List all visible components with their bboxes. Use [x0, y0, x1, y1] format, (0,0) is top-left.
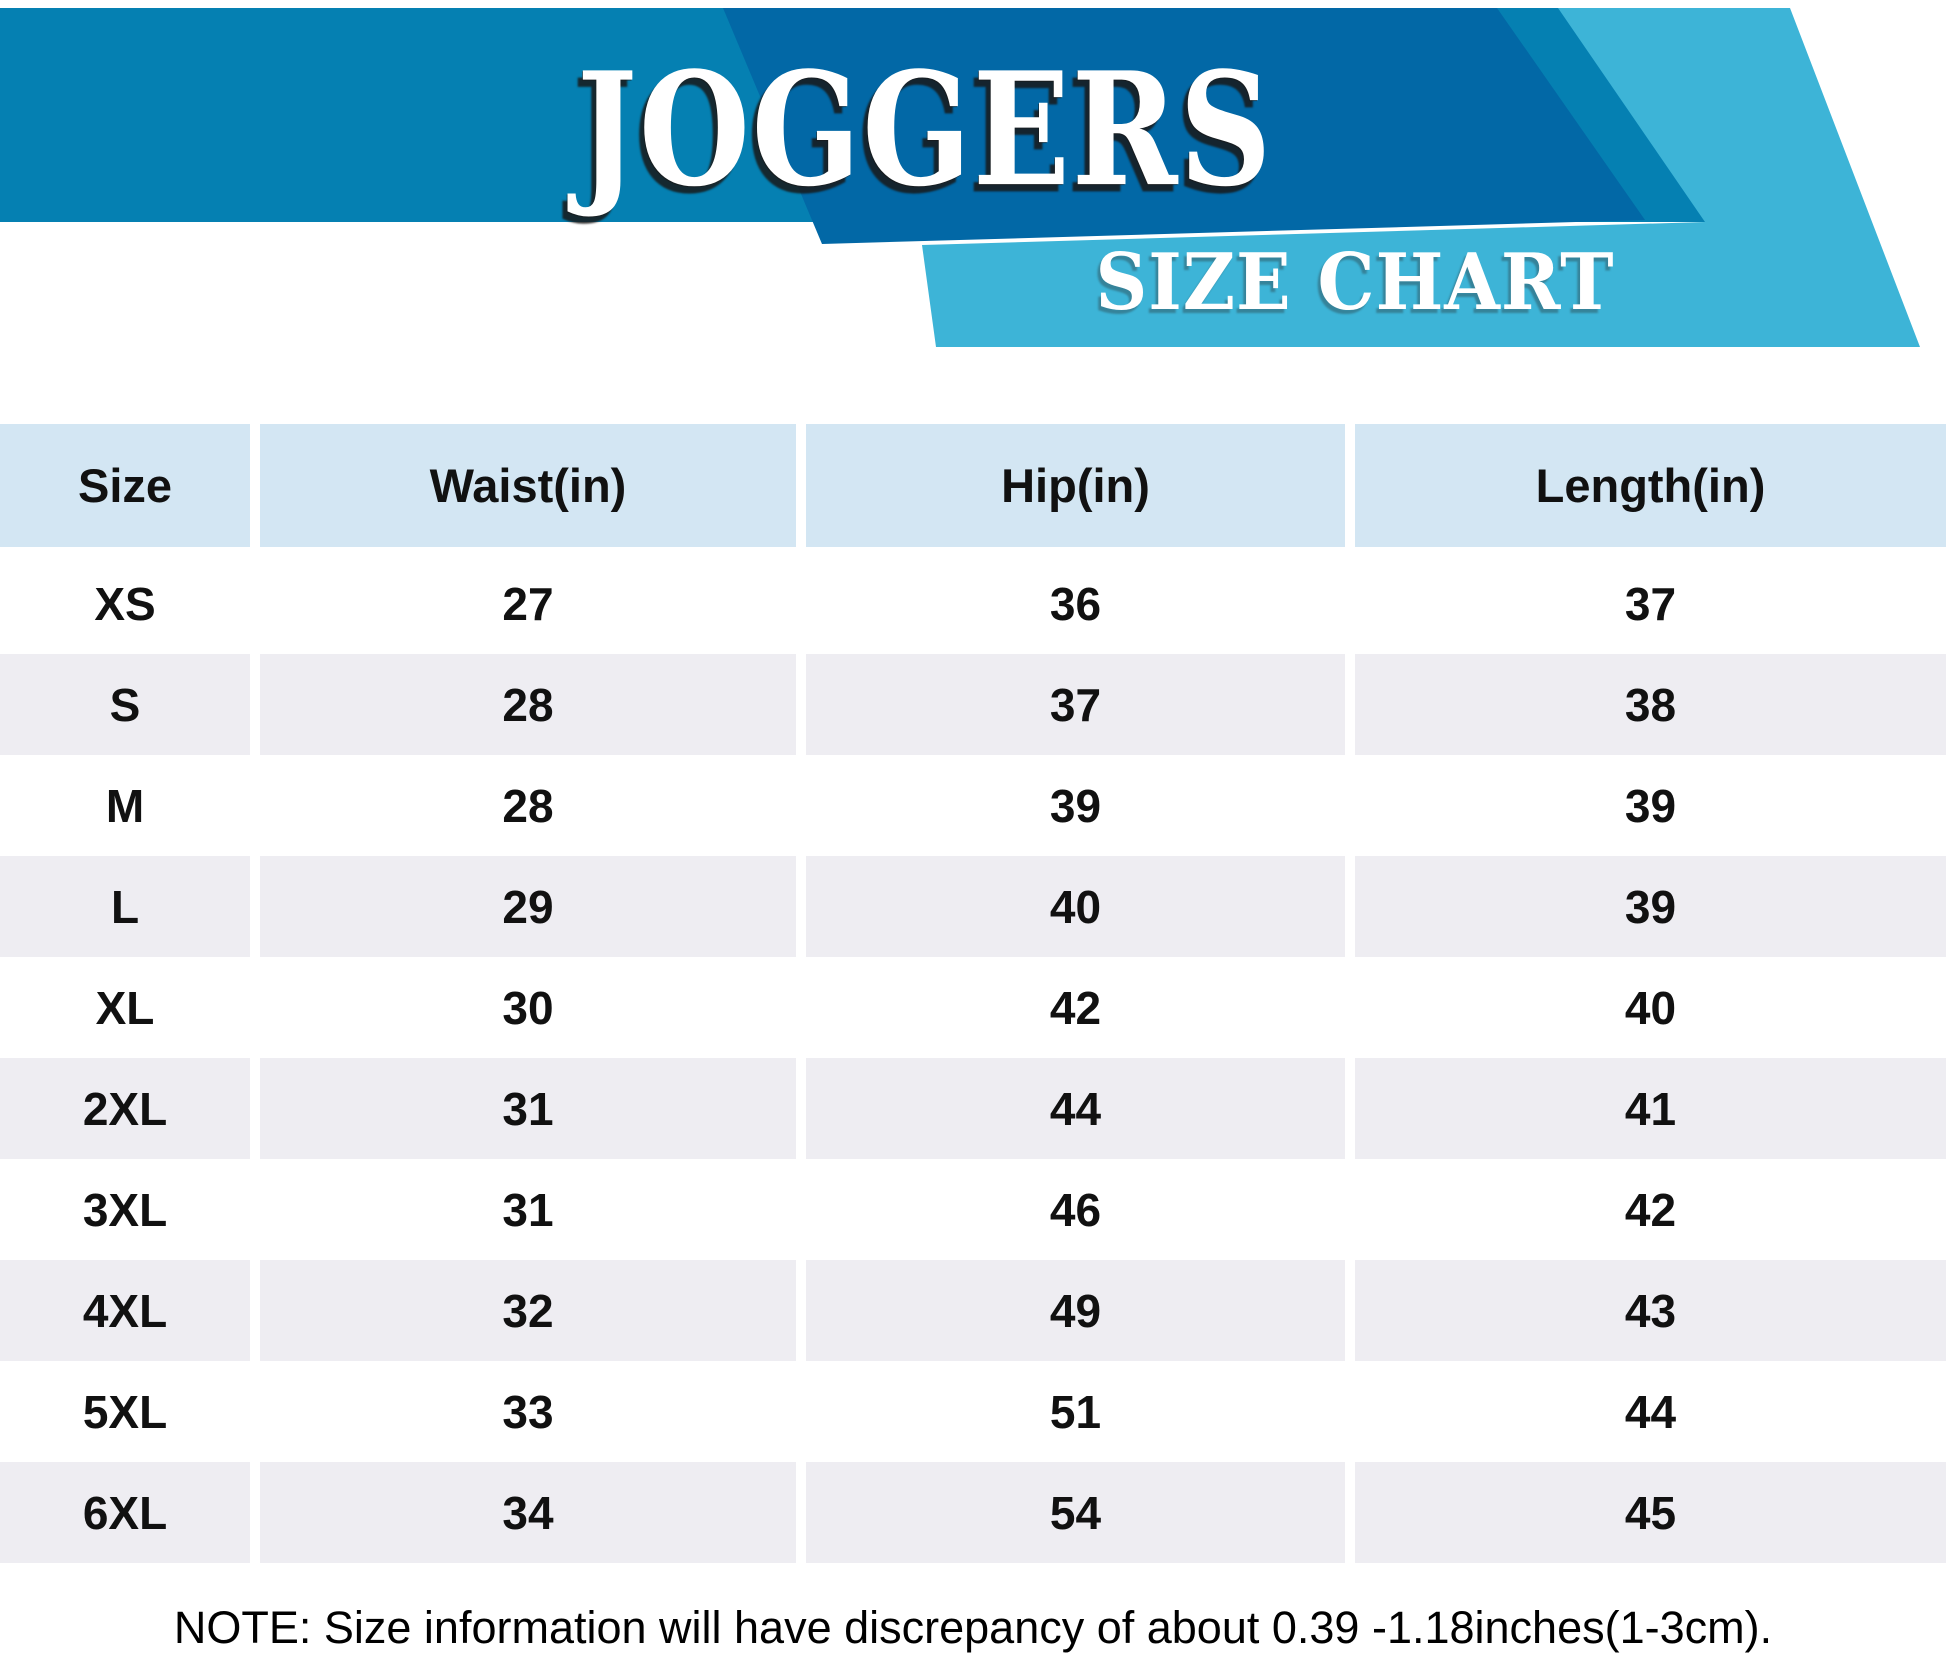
table-row: 6XL 34 54 45 [0, 1462, 1946, 1563]
table-row-cell: L [0, 856, 250, 957]
banner: JOGGERS SIZE CHART [0, 0, 1946, 360]
size-chart-table: Size Waist(in) Hip(in) Length(in) XS 27 36 37 S 2… [0, 424, 1946, 1563]
header-row-cell: Waist(in) [260, 424, 796, 547]
banner-darkblue-band [723, 8, 1645, 244]
table-row: 2XL 31 44 41 [0, 1058, 1946, 1159]
table-row: XS 27 36 37 [0, 553, 1946, 654]
table-row-cell: 31 [502, 1183, 554, 1236]
table-row: 3XL 31 46 42 [0, 1159, 1946, 1260]
table-row-cell: S [0, 654, 250, 755]
table-row-cell: 49 [806, 1260, 1345, 1361]
table-row-cell: 4XL [0, 1260, 250, 1361]
table-row: 4XL 32 49 43 [0, 1260, 1946, 1361]
table-row: S 28 37 38 [0, 654, 1946, 755]
page-title: JOGGERS [576, 38, 1274, 222]
table-row-cell: 39 [1355, 856, 1946, 957]
table-row-cell: 29 [260, 856, 796, 957]
table-row-cell: 28 [502, 779, 554, 832]
table-row-cell: 3XL [82, 1183, 168, 1236]
table-row: L 29 40 39 [0, 856, 1946, 957]
note-text: NOTE: Size information will have discrep… [173, 1602, 1773, 1653]
table-row-cell: XS [94, 577, 156, 630]
table-row: 5XL 33 51 44 [0, 1361, 1946, 1462]
table-row-cell: 43 [1355, 1260, 1946, 1361]
table-row-cell: 37 [1624, 577, 1677, 630]
table-row-cell: 44 [1624, 1385, 1677, 1438]
table-row-cell: 42 [1049, 981, 1102, 1034]
table-row-cell: 34 [260, 1462, 796, 1563]
table-row-cell: 2XL [0, 1058, 250, 1159]
table-row-cell: 54 [806, 1462, 1345, 1563]
header-row: Size Waist(in) Hip(in) Length(in) [0, 424, 1946, 547]
table-row-cell: 32 [260, 1260, 796, 1361]
table-row-cell: 40 [1624, 981, 1677, 1034]
table-row-cell: 51 [1049, 1385, 1102, 1438]
table-row-cell: 45 [1355, 1462, 1946, 1563]
table-row: XL 30 42 40 [0, 957, 1946, 1058]
page-subtitle: SIZE CHART [1095, 237, 1615, 328]
table-row-cell: 27 [502, 577, 554, 630]
table-row-cell: 31 [260, 1058, 796, 1159]
table-row-cell: 46 [1049, 1183, 1102, 1236]
table-row-cell: 39 [1049, 779, 1102, 832]
table-row-cell: 36 [1049, 577, 1102, 630]
header-row-cell: Size [0, 424, 250, 547]
table-row: M 28 39 39 [0, 755, 1946, 856]
table-row-cell: 6XL [0, 1462, 250, 1563]
table-row-cell: 44 [806, 1058, 1345, 1159]
header-row-cell: Hip(in) [806, 424, 1345, 547]
table-row-cell: 30 [502, 981, 554, 1034]
table-row-cell: XL [95, 981, 155, 1034]
table-row-cell: 28 [260, 654, 796, 755]
header-row-cell: Length(in) [1355, 424, 1946, 547]
table-row-cell: M [105, 779, 145, 832]
table-row-cell: 42 [1624, 1183, 1677, 1236]
table-row-cell: 39 [1624, 779, 1677, 832]
table-row-cell: 41 [1355, 1058, 1946, 1159]
table-row-cell: 37 [806, 654, 1345, 755]
table-row-cell: 38 [1355, 654, 1946, 755]
table-row-cell: 40 [806, 856, 1345, 957]
table-row-cell: 5XL [82, 1385, 168, 1438]
table-row-cell: 33 [502, 1385, 554, 1438]
